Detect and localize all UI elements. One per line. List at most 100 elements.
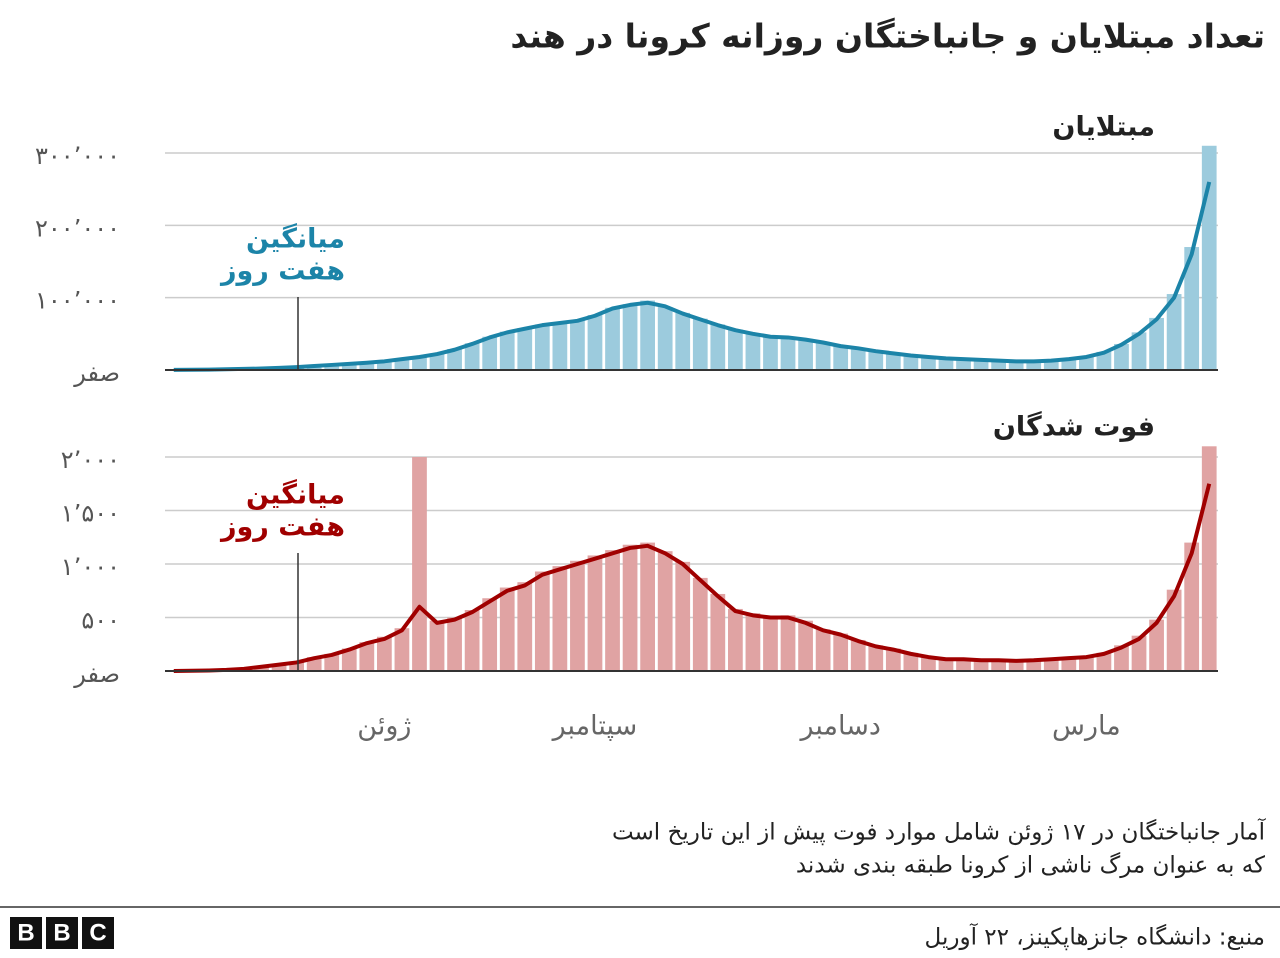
title: تعداد مبتلایان و جانباختگان روزانه کرونا…	[510, 17, 1265, 57]
logo-letter: B	[17, 919, 34, 946]
annotation: هفت روز	[219, 512, 345, 543]
bar	[640, 542, 655, 671]
logo-box	[46, 917, 78, 949]
logo-box	[10, 917, 42, 949]
annotation: میانگین	[246, 479, 345, 511]
bar	[956, 359, 971, 370]
bar	[1043, 658, 1059, 671]
bar	[377, 360, 392, 370]
bar	[341, 363, 357, 370]
y-tick-label: صفر	[73, 660, 120, 688]
bar	[850, 348, 866, 370]
bar	[587, 555, 603, 671]
bar	[552, 566, 568, 671]
bar	[868, 645, 884, 671]
bar	[710, 324, 726, 370]
logo-box	[82, 917, 114, 949]
average-line	[173, 181, 1212, 372]
bar	[973, 359, 989, 370]
bar	[412, 457, 427, 671]
bar	[921, 656, 936, 671]
bar	[622, 304, 638, 370]
bar	[499, 331, 515, 370]
bar	[1166, 294, 1182, 370]
bar	[429, 353, 445, 370]
bar	[938, 658, 954, 671]
bar	[552, 322, 568, 370]
bar	[570, 560, 585, 671]
x-tick-label: دسامبر	[798, 711, 880, 742]
bar	[745, 613, 761, 671]
bar	[1026, 659, 1042, 671]
bar	[289, 661, 304, 671]
source: منبع: دانشگاه جانزهاپکینز، ۲۲ آوریل	[925, 923, 1265, 951]
bar	[377, 636, 392, 671]
bar	[587, 315, 603, 370]
bar	[640, 300, 655, 370]
bar	[692, 577, 708, 671]
y-tick-label: ۱٬۵۰۰	[61, 500, 120, 528]
bar	[324, 653, 340, 671]
bar	[710, 593, 726, 671]
bar	[1008, 360, 1024, 370]
bar	[938, 358, 954, 370]
bar	[622, 544, 638, 671]
footnote: که به عنوان مرگ ناشی از کرونا طبقه بندی …	[796, 852, 1265, 879]
bar	[1166, 589, 1182, 671]
y-tick-label: ۲۰۰٬۰۰۰	[35, 214, 120, 242]
bar	[1026, 361, 1042, 370]
bar	[1096, 652, 1112, 671]
bar	[341, 648, 357, 671]
annotation: میانگین	[246, 223, 345, 255]
y-tick-label: ۲٬۰۰۰	[61, 446, 120, 474]
bar	[499, 587, 515, 671]
bar	[429, 620, 445, 671]
bar	[1114, 645, 1129, 671]
bar	[1149, 317, 1164, 370]
bar	[447, 349, 462, 370]
bar	[815, 342, 831, 370]
bar	[1114, 343, 1129, 370]
bar	[1079, 356, 1094, 370]
bar	[1201, 446, 1217, 671]
bar	[763, 336, 778, 370]
bar	[605, 307, 620, 370]
bar	[728, 329, 743, 370]
bar	[1061, 358, 1077, 370]
y-tick-label: صفر	[73, 359, 120, 387]
bar	[675, 561, 691, 671]
bar	[482, 598, 498, 671]
bar	[447, 617, 462, 671]
bar	[394, 628, 410, 671]
footnote: آمار جانباختگان در ۱۷ ژوئن شامل موارد فو…	[612, 818, 1267, 846]
bar	[359, 642, 375, 671]
bar	[991, 360, 1006, 370]
bar	[570, 320, 585, 370]
bar	[359, 362, 375, 370]
bar	[464, 610, 480, 671]
bar	[517, 328, 533, 370]
bar	[798, 338, 813, 370]
bar	[780, 615, 796, 671]
bar	[780, 337, 796, 370]
bar	[956, 658, 971, 671]
bar	[675, 312, 691, 370]
bar	[1149, 619, 1164, 671]
bar	[921, 356, 936, 370]
bar	[815, 629, 831, 671]
logo-letter: C	[89, 919, 106, 946]
bar	[324, 364, 340, 370]
bar	[728, 608, 743, 671]
bar	[464, 343, 480, 370]
bar	[1131, 635, 1147, 671]
bar	[1131, 332, 1147, 370]
bar	[1201, 145, 1217, 370]
y-tick-label: ۱۰۰٬۰۰۰	[35, 287, 120, 315]
bar	[692, 318, 708, 370]
bar	[517, 582, 533, 671]
y-tick-label: ۵۰۰	[81, 607, 120, 635]
bar	[903, 652, 919, 671]
x-tick-label: مارس	[1052, 711, 1121, 742]
bar	[394, 358, 410, 370]
